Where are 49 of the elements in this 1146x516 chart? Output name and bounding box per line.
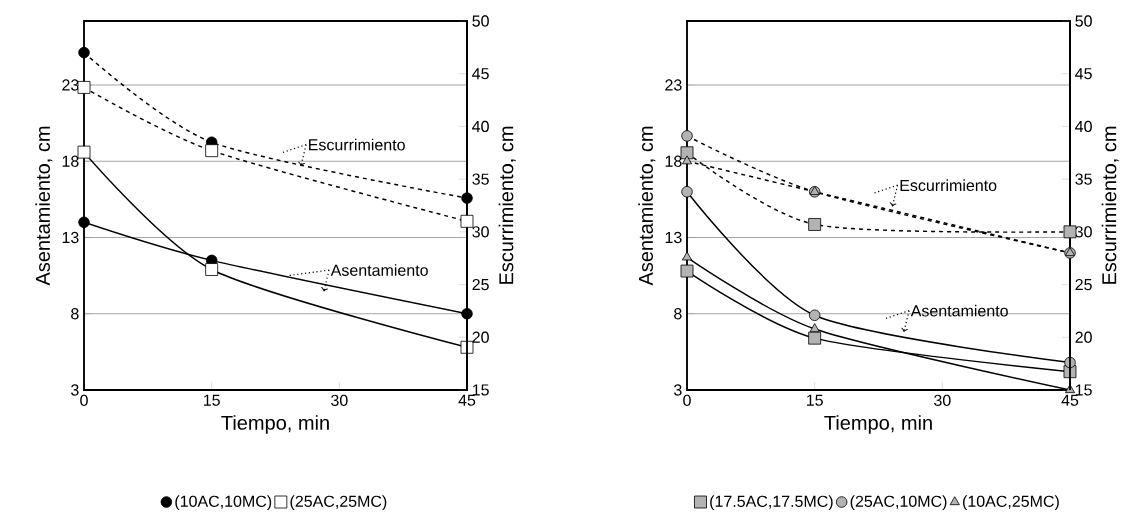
y-tick-label: 18 bbox=[62, 155, 79, 167]
y-tick-label: 13 bbox=[62, 231, 79, 244]
y2-tick-label: 45 bbox=[1075, 68, 1092, 80]
y2-tick-label: 30 bbox=[1075, 226, 1092, 238]
x-tick-label: 45 bbox=[1061, 394, 1079, 406]
y2-tick-label: 15 bbox=[1075, 384, 1092, 396]
annotation: Escurrimiento bbox=[900, 179, 997, 192]
y-tick-label: 3 bbox=[674, 384, 682, 396]
x-axis-title: Tiempo, min bbox=[824, 415, 932, 434]
legend-label: (10AC,10MC) bbox=[175, 495, 272, 511]
x-tick-label: 15 bbox=[806, 394, 823, 406]
x-tick-label: 0 bbox=[683, 394, 691, 407]
y2-axis-title: Escurrimiento, cm bbox=[1101, 126, 1119, 284]
x-tick-label: 30 bbox=[331, 394, 348, 407]
y2-tick-label: 15 bbox=[472, 384, 489, 396]
annotation: Asentamiento bbox=[910, 304, 1008, 317]
y-axis-title: Asentamiento, cm bbox=[638, 126, 656, 286]
y2-tick-label: 25 bbox=[1075, 278, 1092, 291]
y2-tick-label: 50 bbox=[472, 15, 489, 27]
x-tick-label: 0 bbox=[80, 394, 88, 407]
y-axis-title: Asentamiento, cm bbox=[35, 126, 53, 286]
y-tick-label: 23 bbox=[665, 79, 682, 91]
legend-label: (17.5AC,17.5MC) bbox=[710, 495, 833, 511]
y-tick-label: 23 bbox=[62, 79, 79, 91]
y-tick-label: 3 bbox=[71, 384, 79, 396]
y2-tick-label: 35 bbox=[1075, 173, 1092, 185]
y-tick-label: 8 bbox=[674, 308, 682, 320]
y-tick-label: 8 bbox=[71, 308, 79, 320]
y2-tick-label: 40 bbox=[472, 120, 489, 133]
y2-tick-label: 20 bbox=[472, 331, 489, 343]
y2-tick-label: 50 bbox=[1075, 15, 1092, 27]
y2-tick-label: 20 bbox=[1075, 331, 1092, 343]
y2-axis-title: Escurrimiento, cm bbox=[498, 126, 516, 284]
annotation: Asentamiento bbox=[330, 264, 428, 276]
x-tick-label: 30 bbox=[934, 394, 951, 407]
legend-label: (25AC,25MC) bbox=[290, 495, 387, 511]
y2-tick-label: 25 bbox=[472, 278, 489, 291]
y2-tick-label: 30 bbox=[472, 226, 489, 238]
y-tick-label: 18 bbox=[665, 155, 682, 167]
y2-tick-label: 45 bbox=[472, 68, 489, 80]
x-axis-title: Tiempo, min bbox=[221, 415, 329, 434]
annotation: Escurrimiento bbox=[309, 138, 405, 151]
y-tick-label: 13 bbox=[665, 231, 682, 244]
y2-tick-label: 40 bbox=[1075, 120, 1092, 133]
legend-label: (10AC,25MC) bbox=[963, 495, 1059, 511]
x-tick-label: 15 bbox=[203, 394, 220, 406]
x-tick-label: 45 bbox=[458, 394, 476, 406]
legend-label: (25AC,10MC) bbox=[850, 495, 947, 511]
y2-tick-label: 35 bbox=[472, 173, 489, 185]
